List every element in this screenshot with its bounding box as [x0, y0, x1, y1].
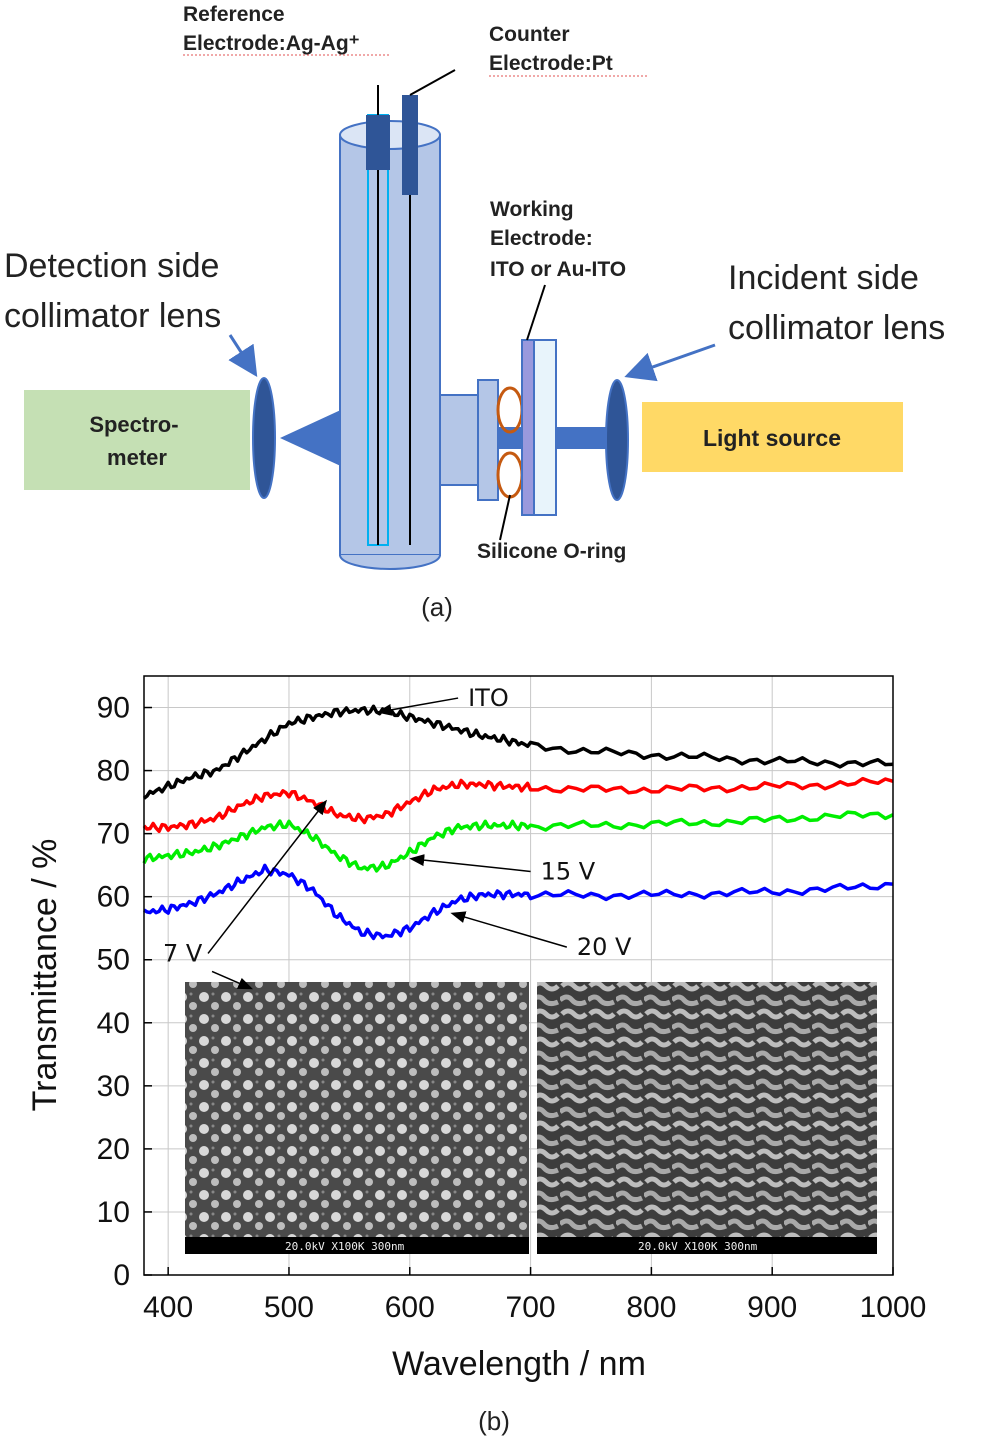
annotation-arrow: [450, 911, 568, 948]
annotation-label: 20 V: [577, 933, 632, 961]
y-tick-label: 10: [97, 1196, 130, 1229]
y-tick-label: 90: [97, 692, 130, 725]
y-tick-label: 70: [97, 818, 130, 851]
y-tick-label: 20: [97, 1133, 130, 1166]
beam-arrowhead: [280, 408, 345, 468]
counter-electrode-label: Counter Electrode:Pt: [489, 23, 613, 75]
x-tick-label: 600: [385, 1291, 435, 1324]
light-source-label: Light source: [703, 425, 841, 451]
x-axis-label: Wavelength / nm: [392, 1345, 646, 1383]
annotation-label: 7 V: [163, 939, 203, 967]
x-tick-label: 400: [143, 1291, 193, 1324]
x-tick-label: 1000: [860, 1291, 927, 1324]
series-line-20-v: [143, 863, 894, 941]
x-tick-label: 900: [747, 1291, 797, 1324]
annotation-label: ITO: [468, 684, 509, 712]
spectrometer-box: [24, 390, 250, 490]
sem-label-7v: 20.0kV X100K 300nm: [285, 1240, 405, 1253]
working-electrode-film: [521, 339, 535, 516]
annotation-arrow: [376, 697, 459, 716]
reference-electrode-label: Reference Electrode:Ag-Ag⁺: [183, 3, 360, 55]
series-line-ito: [142, 704, 894, 800]
spectrometer-label: Spectro- meter: [89, 412, 184, 470]
annotation-arrow: [409, 854, 531, 873]
detection-lens-label: Detection side collimator lens: [4, 247, 229, 335]
series-line-15-v: [142, 810, 894, 873]
plot-frame: [143, 675, 894, 1276]
sem-scalebar-20v: [537, 1237, 877, 1254]
y-tick-label: 80: [97, 755, 130, 788]
working-electrode-glass: [533, 339, 557, 516]
sem-insets: 20.0kV X100K 300nm 20.0kV X100K 300nm: [185, 982, 877, 1254]
light-source-box: [642, 402, 903, 472]
x-tick-label: 700: [506, 1291, 556, 1324]
working-electrode-label: Working Electrode: ITO or Au-ITO: [490, 198, 626, 281]
caption-a: (a): [421, 592, 453, 622]
incident-lens: [605, 379, 629, 501]
sem-scalebar-7v: [185, 1237, 529, 1254]
x-tick-label: 500: [264, 1291, 314, 1324]
y-tick-label: 50: [97, 944, 130, 977]
series-line-7-v: [142, 776, 894, 834]
y-tick-label: 0: [113, 1259, 130, 1292]
y-tick-label: 60: [97, 881, 130, 914]
sem-image-20v: [537, 982, 877, 1254]
chart-ticks: 400 500 600 700 800 900 1000 0 10 20 30 40 50 60 70 80 9…: [97, 692, 927, 1324]
y-tick-label: 40: [97, 1007, 130, 1040]
sem-label-20v: 20.0kV X100K 300nm: [638, 1240, 758, 1253]
chart-annotations: ITO 7 V 15 V 20 V: [163, 684, 632, 990]
y-axis-label: Transmittance / %: [26, 839, 64, 1112]
sem-image-7v: [185, 982, 529, 1254]
chart-series: [142, 704, 894, 941]
annotation-arrow: [207, 799, 328, 954]
annotation-arrow: [211, 970, 254, 990]
o-ring-top: [496, 386, 524, 434]
y-tick-label: 30: [97, 1070, 130, 1103]
x-tick-label: 800: [626, 1291, 676, 1324]
detection-lens: [252, 377, 276, 499]
cell-side-arm: [439, 394, 481, 486]
counter-electrode: [402, 95, 418, 195]
o-ring-bottom: [496, 451, 524, 499]
incident-lens-label: Incident side collimator lens: [728, 259, 945, 347]
o-ring-label: Silicone O-ring: [477, 540, 626, 563]
setup-diagram: Reference Electrode:Ag-Ag⁺ Counter Elect…: [4, 3, 945, 622]
transmittance-chart: 20.0kV X100K 300nm 20.0kV X100K 300nm IT…: [26, 675, 927, 1436]
cell-tube: [339, 134, 441, 556]
annotation-label: 15 V: [541, 857, 596, 885]
caption-b: (b): [478, 1406, 510, 1436]
